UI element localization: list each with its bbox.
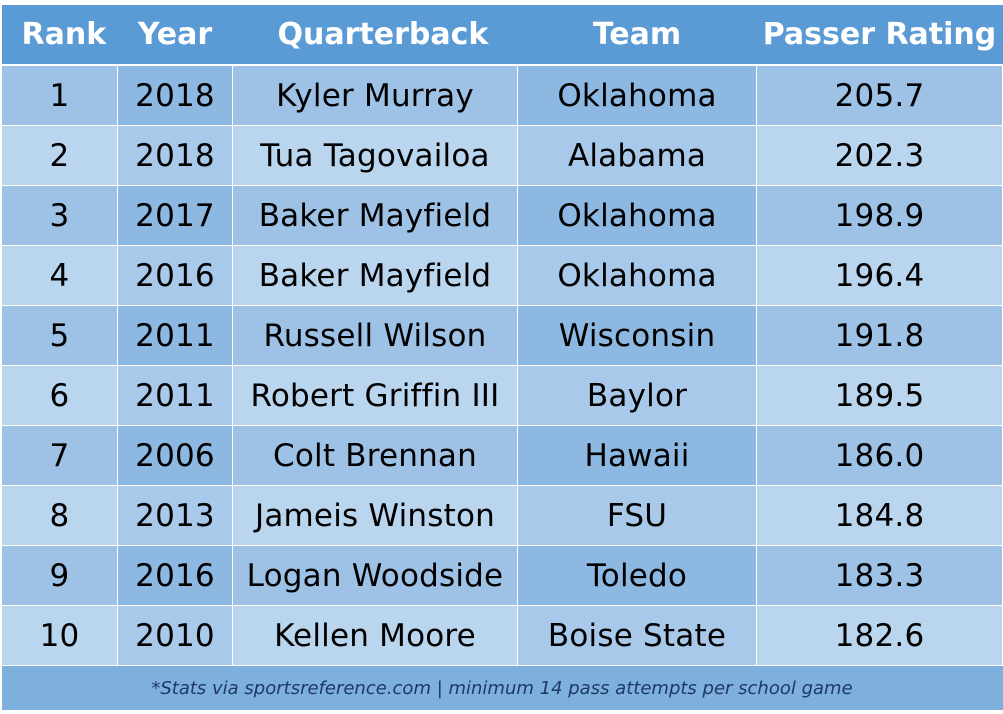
rank-cell: 10 <box>1 605 118 666</box>
table-row: 1 2018 Kyler Murray Oklahoma 205.7 <box>1 64 1003 126</box>
table-footer: *Stats via sportsreference.com | minimum… <box>1 665 1003 710</box>
table-row: 2 2018 Tua Tagovailoa Alabama 202.3 <box>1 125 1003 186</box>
team-cell: Oklahoma <box>517 185 757 246</box>
footnote-row: *Stats via sportsreference.com | minimum… <box>1 665 1003 710</box>
team-cell: FSU <box>517 485 757 546</box>
table-row: 3 2017 Baker Mayfield Oklahoma 198.9 <box>1 185 1003 246</box>
quarterback-cell: Tua Tagovailoa <box>232 125 518 186</box>
year-cell: 2018 <box>117 125 233 186</box>
year-cell: 2017 <box>117 185 233 246</box>
team-cell: Alabama <box>517 125 757 186</box>
year-cell: 2013 <box>117 485 233 546</box>
rank-cell: 8 <box>1 485 118 546</box>
table-row: 7 2006 Colt Brennan Hawaii 186.0 <box>1 425 1003 486</box>
team-cell: Toledo <box>517 545 757 606</box>
table-row: 4 2016 Baker Mayfield Oklahoma 196.4 <box>1 245 1003 306</box>
stats-source-footnote: *Stats via sportsreference.com | minimum… <box>1 665 1003 710</box>
column-header-passer-rating: Passer Rating <box>756 5 1003 66</box>
passer-rating-table: Rank Year Quarterback Team Passer Rating… <box>1 5 1003 710</box>
year-cell: 2018 <box>117 64 233 126</box>
team-cell: Oklahoma <box>517 64 757 126</box>
team-cell: Baylor <box>517 365 757 426</box>
rank-cell: 1 <box>1 64 118 126</box>
quarterback-cell: Colt Brennan <box>232 425 518 486</box>
team-cell: Boise State <box>517 605 757 666</box>
year-cell: 2016 <box>117 545 233 606</box>
passer-rating-cell: 205.7 <box>756 64 1003 126</box>
quarterback-cell: Kyler Murray <box>232 64 518 126</box>
team-cell: Hawaii <box>517 425 757 486</box>
quarterback-cell: Baker Mayfield <box>232 245 518 306</box>
table-row: 9 2016 Logan Woodside Toledo 183.3 <box>1 545 1003 606</box>
quarterback-cell: Baker Mayfield <box>232 185 518 246</box>
passer-rating-cell: 202.3 <box>756 125 1003 186</box>
table-row: 8 2013 Jameis Winston FSU 184.8 <box>1 485 1003 546</box>
column-header-rank: Rank <box>1 5 118 66</box>
passer-rating-cell: 184.8 <box>756 485 1003 546</box>
rank-cell: 2 <box>1 125 118 186</box>
table-row: 5 2011 Russell Wilson Wisconsin 191.8 <box>1 305 1003 366</box>
passer-rating-cell: 189.5 <box>756 365 1003 426</box>
column-header-quarterback: Quarterback <box>232 5 518 66</box>
table-row: 6 2011 Robert Griffin III Baylor 189.5 <box>1 365 1003 426</box>
team-cell: Oklahoma <box>517 245 757 306</box>
year-cell: 2011 <box>117 365 233 426</box>
header-row: Rank Year Quarterback Team Passer Rating <box>1 5 1003 66</box>
quarterback-cell: Kellen Moore <box>232 605 518 666</box>
year-cell: 2011 <box>117 305 233 366</box>
year-cell: 2016 <box>117 245 233 306</box>
rank-cell: 3 <box>1 185 118 246</box>
passer-rating-cell: 196.4 <box>756 245 1003 306</box>
rank-cell: 6 <box>1 365 118 426</box>
quarterback-cell: Jameis Winston <box>232 485 518 546</box>
year-cell: 2010 <box>117 605 233 666</box>
passer-rating-cell: 198.9 <box>756 185 1003 246</box>
quarterback-cell: Russell Wilson <box>232 305 518 366</box>
table-body: 1 2018 Kyler Murray Oklahoma 205.7 2 201… <box>1 64 1003 666</box>
quarterback-cell: Robert Griffin III <box>232 365 518 426</box>
year-cell: 2006 <box>117 425 233 486</box>
quarterback-cell: Logan Woodside <box>232 545 518 606</box>
rank-cell: 7 <box>1 425 118 486</box>
rank-cell: 4 <box>1 245 118 306</box>
table-header: Rank Year Quarterback Team Passer Rating <box>1 5 1003 66</box>
column-header-year: Year <box>117 5 233 66</box>
passer-rating-cell: 186.0 <box>756 425 1003 486</box>
passer-rating-cell: 183.3 <box>756 545 1003 606</box>
passer-rating-cell: 191.8 <box>756 305 1003 366</box>
team-cell: Wisconsin <box>517 305 757 366</box>
column-header-team: Team <box>517 5 757 66</box>
rank-cell: 9 <box>1 545 118 606</box>
passer-rating-cell: 182.6 <box>756 605 1003 666</box>
rank-cell: 5 <box>1 305 118 366</box>
table-row: 10 2010 Kellen Moore Boise State 182.6 <box>1 605 1003 666</box>
